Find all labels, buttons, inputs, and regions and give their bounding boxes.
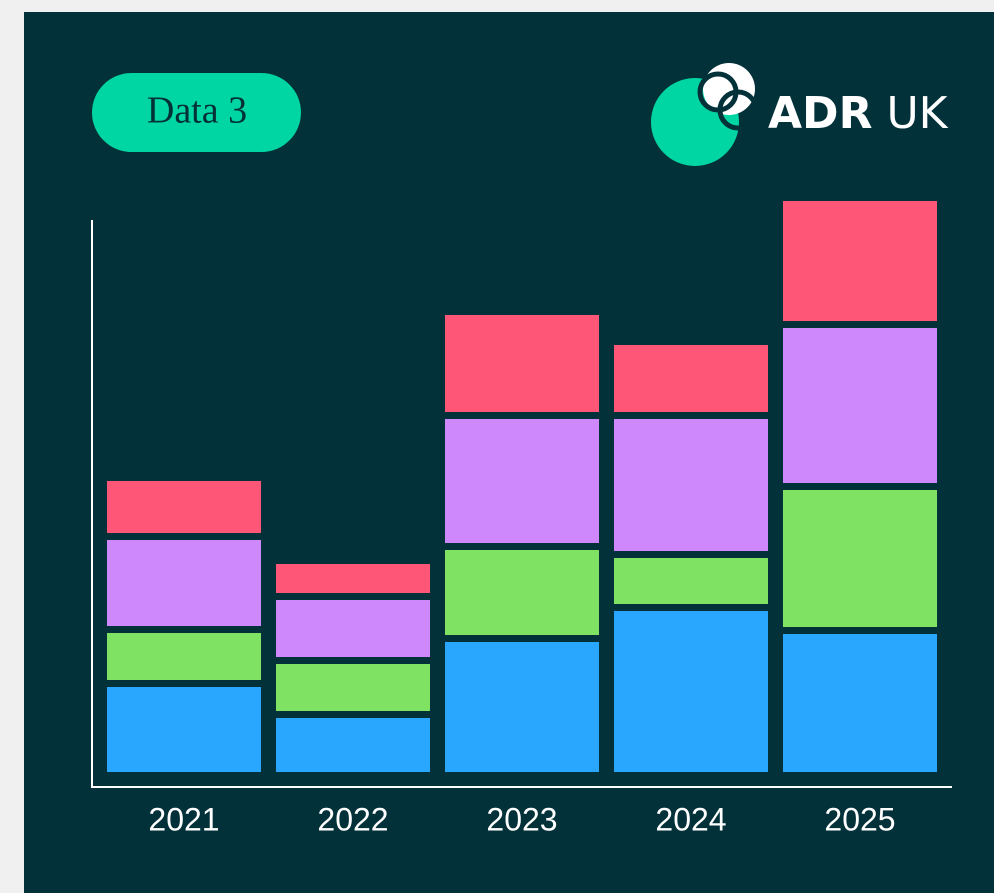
logo: ADR UK [651,63,949,166]
bar-segment [445,315,599,412]
bar-segment [614,419,768,551]
bar-segment [276,564,430,593]
bar-segment [445,419,599,543]
bar-segment [107,481,261,533]
bar-segment [783,328,937,483]
x-tick-label: 2024 [655,801,726,837]
bar-segment [276,718,430,772]
bar-segment [614,345,768,412]
logo-regular: UK [886,88,948,139]
bar-segment [614,611,768,772]
badge-label: Data 3 [147,90,247,132]
bar-segment [107,633,261,680]
logo-text: ADR UK [768,88,949,139]
x-tick-label: 2021 [148,801,219,837]
bar-segment [445,550,599,635]
bar-segment [276,664,430,711]
bar-segment [614,558,768,604]
x-tick-label: 2022 [317,801,388,837]
bar-segment [783,201,937,321]
bar-segment [107,540,261,626]
bar-segment [783,490,937,627]
bar-segment [276,600,430,657]
bar-segment [445,642,599,772]
x-tick-label: 2023 [486,801,557,837]
logo-ring [697,71,739,113]
badge [92,73,301,152]
logo-bold: ADR [768,88,872,139]
x-tick-label: 2025 [824,801,895,837]
bar-segment [107,687,261,772]
bar-segment [783,634,937,772]
